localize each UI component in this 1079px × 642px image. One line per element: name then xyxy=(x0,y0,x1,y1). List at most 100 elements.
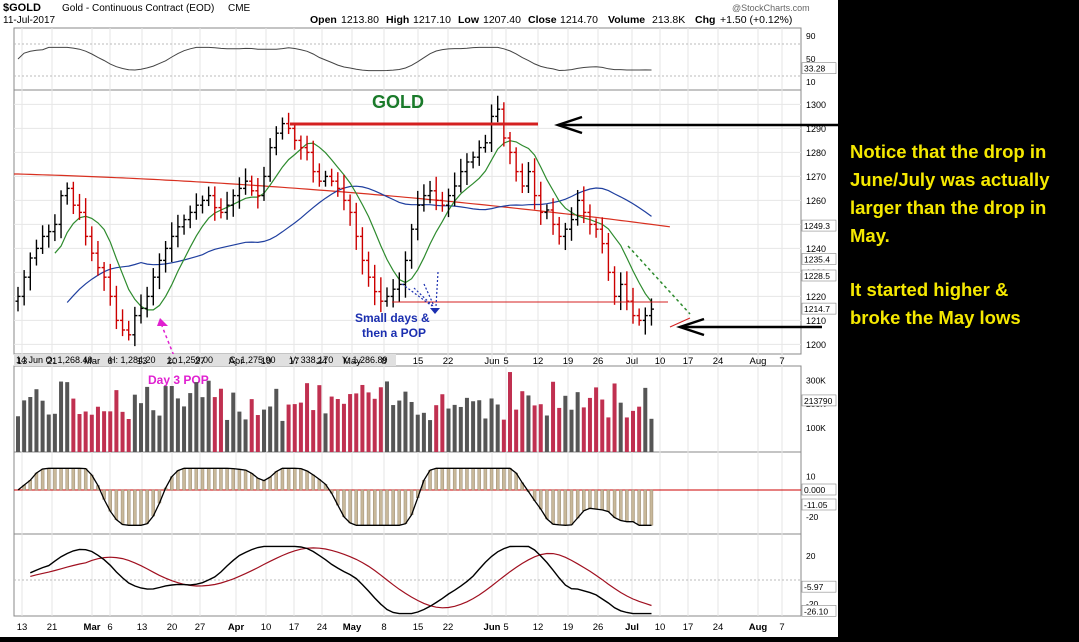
note-line-3: larger than the drop in xyxy=(850,197,1047,218)
last-osc-top-box xyxy=(801,62,837,74)
volume-bar-83 xyxy=(526,395,531,452)
volume-bar-48 xyxy=(311,410,316,452)
price-bar-87 xyxy=(550,198,556,235)
volume-bar-53 xyxy=(341,403,346,452)
momentum-bar-98 xyxy=(619,489,623,521)
price-bar-11 xyxy=(83,198,89,246)
price-bar-26 xyxy=(175,214,181,248)
momentum-bar-69 xyxy=(440,468,445,491)
momentum-bar-36 xyxy=(237,469,242,491)
price-bar-35 xyxy=(230,189,236,217)
y-tick-4: 1240 xyxy=(806,244,826,254)
volume-bar-94 xyxy=(594,387,599,452)
price-bar-102 xyxy=(642,307,648,335)
price-bar-89 xyxy=(562,222,568,251)
volume-bar-87 xyxy=(551,381,556,452)
volume-bar-90 xyxy=(569,409,574,452)
y-tick-7: 1270 xyxy=(806,172,826,182)
momentum-bar-29 xyxy=(194,468,199,491)
x-tick-bottom-25: 7 xyxy=(779,622,784,633)
oscillator-bottom-line xyxy=(30,545,652,615)
volume-bar-68 xyxy=(434,405,439,452)
x-tick-bottom-9: 17 xyxy=(289,622,300,633)
volume-bar-78 xyxy=(495,404,500,452)
volume-bar-20 xyxy=(139,403,143,452)
last-osc-bot-1: -5.97 xyxy=(804,582,824,592)
volume-bar-84 xyxy=(532,405,537,452)
x-tick-21: 10 xyxy=(655,356,666,367)
low-value: 1207.40 xyxy=(483,14,521,26)
momentum-bar-8 xyxy=(65,468,69,491)
momentum-bar-78 xyxy=(496,468,500,491)
symbol: $GOLD xyxy=(3,2,41,14)
momentum-bar-31 xyxy=(206,468,211,491)
x-tick-bottom-20: Jul xyxy=(625,622,639,633)
price-bar-88 xyxy=(556,216,562,245)
last-mom: -11.05 xyxy=(804,500,828,510)
momentum-bar-20 xyxy=(139,489,143,526)
volume-bar-42 xyxy=(274,388,279,452)
volume-bar-46 xyxy=(298,402,303,452)
price-bar-77 xyxy=(489,104,495,152)
x-tick-bottom-18: 19 xyxy=(563,622,574,633)
volume-bar-10 xyxy=(77,414,82,452)
momentum-bar-27 xyxy=(182,468,186,491)
price-bar-100 xyxy=(630,287,636,324)
momentum-bar-103 xyxy=(649,489,654,526)
volume-bar-99 xyxy=(624,417,629,452)
close-label: Close xyxy=(528,14,557,26)
chg-label: Chg xyxy=(695,14,715,26)
x-tick-bottom-16: 5 xyxy=(503,622,508,633)
momentum-bar-45 xyxy=(293,468,297,491)
small-days-label: Small days & xyxy=(355,311,430,325)
momentum-bar-5 xyxy=(47,468,51,491)
price-bar-16 xyxy=(113,285,119,330)
last-volume: 213790 xyxy=(804,396,833,406)
volume-bar-12 xyxy=(89,414,94,452)
note-line-4: May. xyxy=(850,225,890,246)
price-bar-50 xyxy=(323,170,328,187)
x-tick-22: 17 xyxy=(683,356,694,367)
price-bar-56 xyxy=(359,227,365,275)
momentum-bar-6 xyxy=(53,468,57,491)
price-bar-58 xyxy=(372,264,378,306)
volume-bar-30 xyxy=(200,397,205,452)
last-sma-fast: 1228.5 xyxy=(804,271,830,281)
price-bar-90 xyxy=(569,207,574,241)
volume-bar-21 xyxy=(145,386,150,452)
x-tick-18: 19 xyxy=(563,356,574,367)
volume-bar-91 xyxy=(575,392,580,452)
momentum-bar-72 xyxy=(459,468,463,491)
x-tick-bottom-22: 17 xyxy=(683,622,694,633)
price-bar-3 xyxy=(33,239,39,266)
price-bar-10 xyxy=(77,193,82,220)
momentum-bar-53 xyxy=(342,489,346,518)
last-osc-bot-2: -26.10 xyxy=(804,606,828,616)
volume-bar-27 xyxy=(182,406,187,452)
x-tick-bottom-12: 8 xyxy=(381,622,386,633)
volume-bar-55 xyxy=(354,393,359,452)
y-tick-10: 1300 xyxy=(806,100,826,110)
volume-bar-97 xyxy=(612,383,617,452)
price-bar-103 xyxy=(648,298,654,326)
price-bar-41 xyxy=(267,138,273,182)
osc-top-tick-2: 90 xyxy=(806,31,816,41)
oscillator-top-panel xyxy=(13,27,802,91)
price-bar-93 xyxy=(587,204,593,235)
volume-bar-54 xyxy=(348,394,353,452)
x-tick-bottom-6: 27 xyxy=(195,622,206,633)
volume-bar-1 xyxy=(22,400,27,452)
momentum-bar-79 xyxy=(502,468,506,491)
price-bar-98 xyxy=(618,272,624,311)
momentum-bar-59 xyxy=(379,489,383,526)
volume-bar-34 xyxy=(225,419,230,452)
price-bar-94 xyxy=(593,218,599,238)
volume-bar-49 xyxy=(317,385,322,452)
x-tick-24: Aug xyxy=(750,356,767,367)
resistance-arrow xyxy=(554,115,838,135)
volume-bar-93 xyxy=(587,397,592,452)
price-bar-32 xyxy=(212,186,218,221)
volume-value: 213.8K xyxy=(652,14,685,26)
momentum-bar-47 xyxy=(305,470,309,491)
stock-chart: $GOLD Gold - Continuous Contract (EOD) C… xyxy=(0,0,838,637)
